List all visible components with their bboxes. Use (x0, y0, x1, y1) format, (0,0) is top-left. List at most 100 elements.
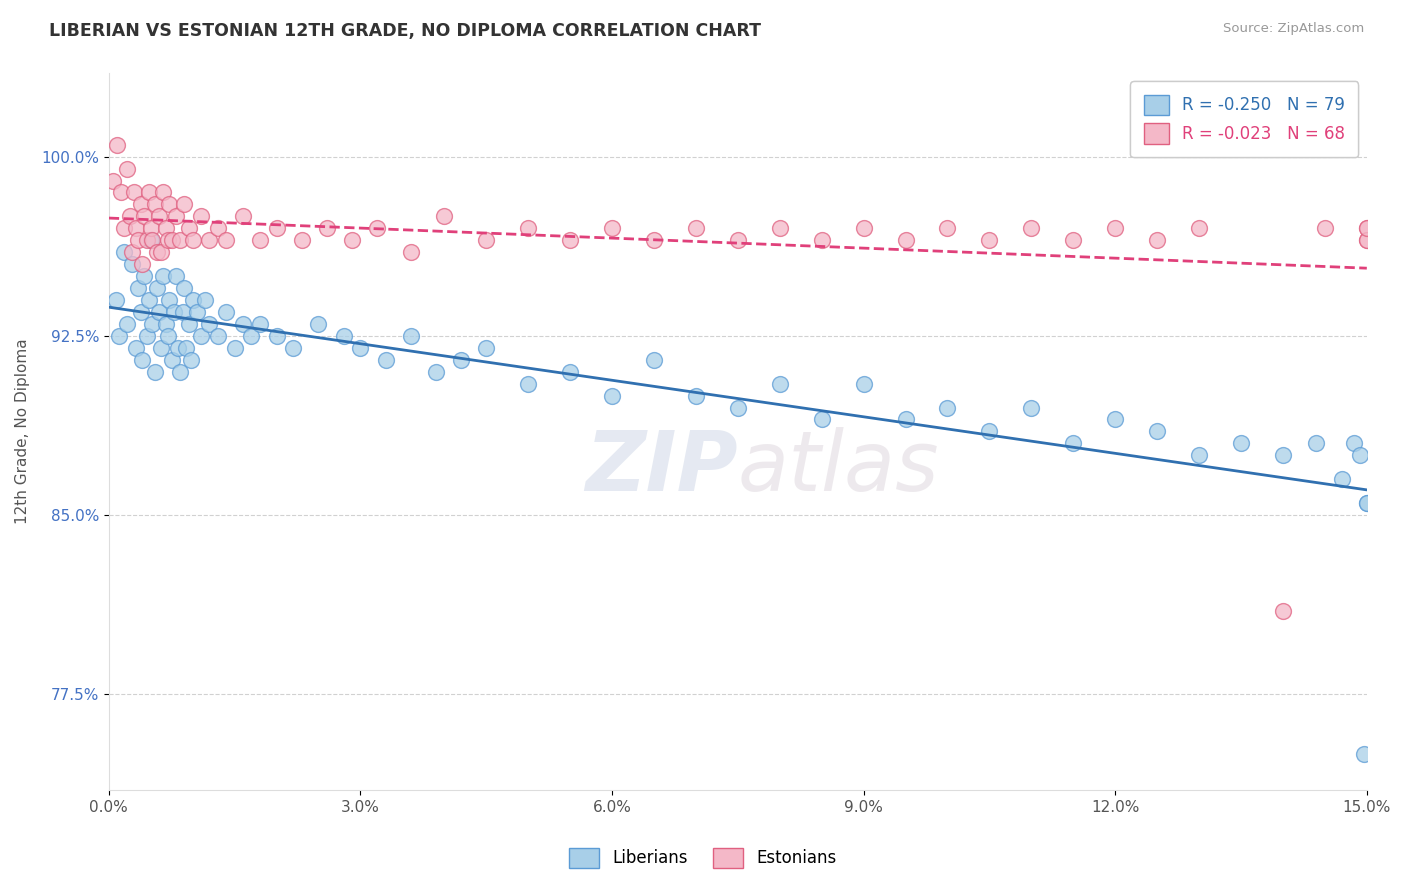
Point (186, 305, 208, 319)
Point (366, 221, 388, 235)
Point (156, 233, 179, 247)
Point (148, 305, 170, 319)
Point (349, 341, 371, 355)
Point (399, 245, 422, 260)
Point (1355, 221, 1378, 235)
Point (143, 365, 166, 379)
Point (215, 305, 238, 319)
Point (127, 281, 149, 295)
Point (1355, 496, 1378, 510)
Point (769, 376, 792, 391)
Point (685, 388, 707, 402)
Point (173, 281, 195, 295)
Point (1330, 472, 1353, 486)
Point (979, 425, 1001, 439)
Point (810, 412, 832, 426)
Point (198, 233, 221, 247)
Point (936, 221, 959, 235)
Point (149, 341, 172, 355)
Point (190, 210, 212, 224)
Point (1353, 747, 1375, 761)
Point (308, 317, 330, 331)
Point (517, 221, 540, 235)
Point (122, 186, 145, 200)
Point (1146, 233, 1168, 247)
Point (517, 376, 540, 391)
Point (1230, 436, 1253, 450)
Point (207, 328, 229, 343)
Legend: Liberians, Estonians: Liberians, Estonians (562, 841, 844, 875)
Point (101, 173, 124, 187)
Point (135, 328, 157, 343)
Point (1188, 221, 1211, 235)
Point (138, 293, 160, 307)
Point (232, 317, 254, 331)
Point (1062, 436, 1084, 450)
Point (685, 221, 707, 235)
Point (124, 221, 146, 235)
Point (129, 197, 152, 211)
Point (149, 245, 172, 260)
Point (124, 341, 146, 355)
Point (240, 328, 263, 343)
Y-axis label: 12th Grade, No Diploma: 12th Grade, No Diploma (15, 339, 30, 524)
Point (1146, 425, 1168, 439)
Point (1104, 221, 1126, 235)
Point (160, 233, 183, 247)
Point (852, 376, 875, 391)
Point (198, 317, 221, 331)
Point (146, 245, 169, 260)
Point (132, 210, 155, 224)
Point (129, 305, 152, 319)
Point (172, 305, 194, 319)
Point (1355, 221, 1378, 235)
Point (1188, 448, 1211, 462)
Point (190, 328, 212, 343)
Point (1348, 448, 1371, 462)
Point (1305, 436, 1327, 450)
Point (139, 233, 162, 247)
Point (643, 352, 665, 367)
Legend: R = -0.250   N = 79, R = -0.023   N = 68: R = -0.250 N = 79, R = -0.023 N = 68 (1130, 81, 1358, 157)
Point (135, 233, 157, 247)
Point (433, 210, 456, 224)
Point (169, 365, 191, 379)
Text: atlas: atlas (738, 426, 939, 508)
Point (152, 186, 174, 200)
Point (174, 341, 197, 355)
Point (141, 233, 163, 247)
Point (315, 221, 337, 235)
Point (181, 233, 204, 247)
Point (936, 401, 959, 415)
Point (155, 221, 177, 235)
Point (1343, 436, 1365, 450)
Point (181, 293, 204, 307)
Point (1104, 412, 1126, 426)
Point (1355, 496, 1378, 510)
Text: Source: ZipAtlas.com: Source: ZipAtlas.com (1223, 22, 1364, 36)
Point (232, 210, 254, 224)
Point (475, 233, 498, 247)
Point (1271, 604, 1294, 618)
Point (180, 352, 202, 367)
Point (425, 365, 447, 379)
Point (894, 233, 917, 247)
Point (155, 317, 177, 331)
Point (152, 269, 174, 284)
Point (249, 317, 271, 331)
Point (117, 161, 139, 176)
Point (166, 341, 188, 355)
Point (163, 305, 186, 319)
Point (121, 245, 143, 260)
Point (110, 186, 132, 200)
Point (558, 365, 581, 379)
Point (249, 233, 271, 247)
Point (104, 293, 127, 307)
Point (177, 317, 200, 331)
Point (156, 328, 179, 343)
Point (194, 293, 217, 307)
Point (112, 245, 135, 260)
Point (894, 412, 917, 426)
Point (643, 233, 665, 247)
Point (852, 221, 875, 235)
